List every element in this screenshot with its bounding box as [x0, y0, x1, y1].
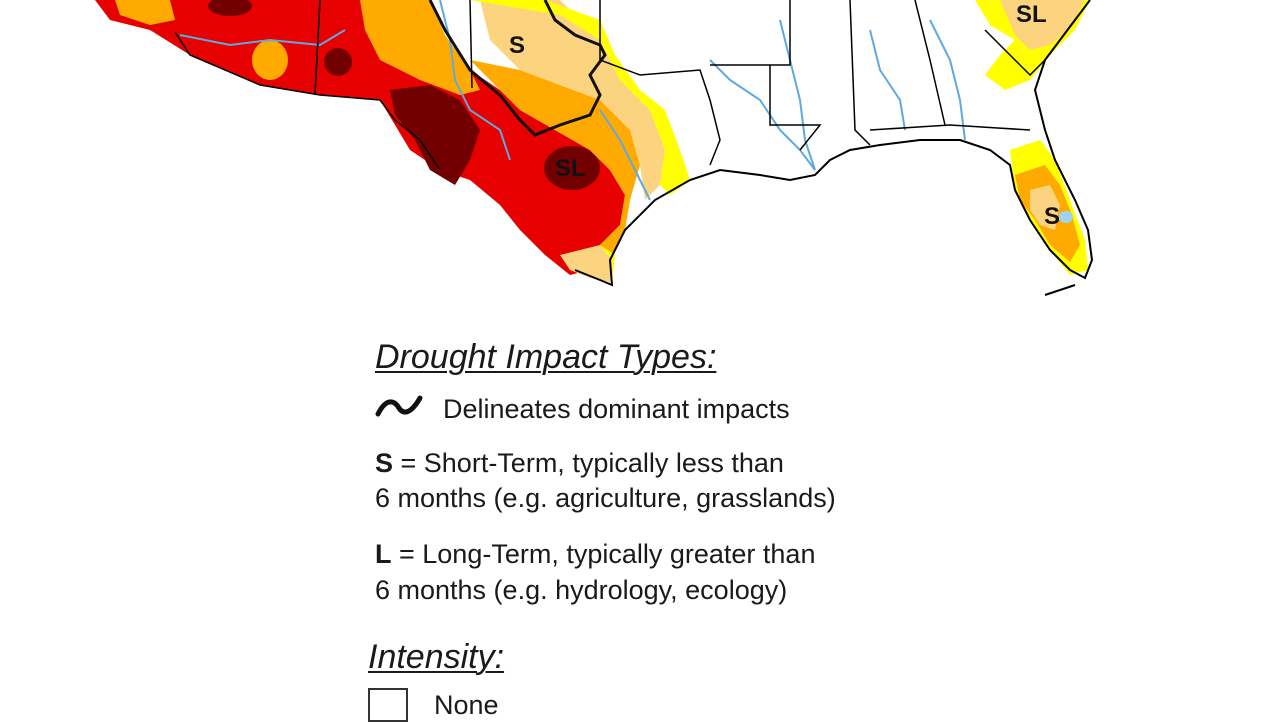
map-label-s-florida: S: [1044, 203, 1060, 230]
d1-region-south-texas: [560, 245, 612, 282]
intensity-none-label: None: [434, 690, 499, 720]
d4-patch-az: [208, 0, 252, 16]
d1-region-florida: [1030, 185, 1060, 230]
d1-region-carolinas: [1000, 0, 1085, 50]
d2-region-az: [115, 0, 175, 25]
drought-map: S SL SL S: [95, 0, 1094, 296]
d4-region-west-texas: [390, 85, 480, 185]
long-term-letter: L: [375, 539, 392, 569]
d2-region-nm: [360, 0, 480, 95]
d4-patch-nm: [324, 48, 352, 76]
short-term-letter: S: [375, 448, 394, 478]
legend: Drought Impact Types: Delineates dominan…: [360, 330, 1000, 722]
short-term-desc: = Short-Term, typically less than: [393, 448, 784, 478]
coastline: [574, 0, 1094, 287]
d2-patch-az: [252, 40, 288, 80]
d4-patch-central-texas: [544, 146, 600, 190]
d2-region-texas-east: [470, 60, 640, 275]
long-term-line-1: L = Long-Term, typically greater than: [375, 539, 815, 570]
map-label-s-panhandle: S: [509, 32, 525, 59]
impact-types-heading: Drought Impact Types:: [375, 338, 717, 376]
map-label-sl-carolinas: SL: [1016, 1, 1047, 28]
lake-okeechobee: [1059, 211, 1073, 223]
short-term-line-1: S = Short-Term, typically less than: [375, 448, 784, 479]
map-label-sl-central-texas: SL: [555, 155, 586, 182]
long-term-line-2: 6 months (e.g. hydrology, ecology): [375, 575, 788, 605]
d3-region-southwest: [95, 0, 625, 275]
delineates-text: Delineates dominant impacts: [443, 394, 790, 424]
intensity-heading: Intensity:: [368, 638, 505, 676]
impact-boundary-line: [428, 0, 607, 137]
state-borders: [174, 0, 1046, 171]
impact-line-icon: [375, 395, 423, 417]
long-term-desc: = Long-Term, typically greater than: [391, 539, 816, 569]
d1-region-texas: [480, 0, 665, 200]
florida-keys: [1044, 284, 1076, 296]
short-term-line-2: 6 months (e.g. agriculture, grasslands): [375, 483, 836, 513]
intensity-none-swatch: [368, 688, 408, 722]
d0-region-texas: [470, 0, 690, 195]
